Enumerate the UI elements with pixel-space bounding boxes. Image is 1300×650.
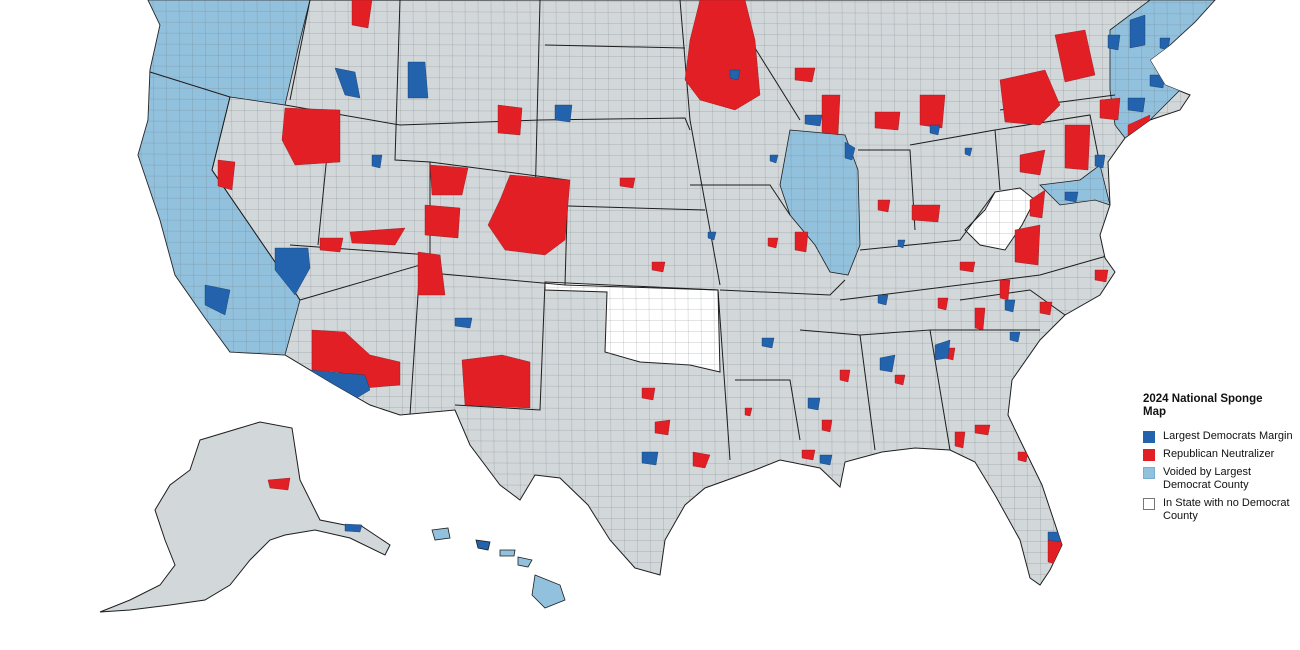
legend-label-democrat: Largest Democrats Margin bbox=[1163, 430, 1293, 442]
state-borders bbox=[149, 0, 1116, 461]
legend-label-no-democrat: In State with no Democrat County bbox=[1163, 497, 1290, 522]
legend-item-no-democrat: In State with no Democrat County bbox=[1143, 497, 1293, 523]
legend-swatch-no-democrat bbox=[1143, 498, 1155, 510]
legend-item-republican: Republican Neutralizer bbox=[1143, 448, 1293, 461]
legend-item-democrat: Largest Democrats Margin bbox=[1143, 430, 1293, 443]
legend-item-voided: Voided by Largest Democrat County bbox=[1143, 466, 1293, 492]
alaska-base bbox=[99, 421, 391, 613]
alaska-republican-county bbox=[267, 477, 291, 491]
legend-swatch-voided bbox=[1143, 467, 1155, 479]
legend-swatch-democrat bbox=[1143, 431, 1155, 443]
no-democrat-states bbox=[544, 187, 1036, 373]
west-virginia-white bbox=[964, 187, 1036, 251]
voided-regions bbox=[138, 0, 1215, 356]
maryland-delaware-voided bbox=[1039, 164, 1111, 206]
democrat-counties bbox=[204, 14, 1171, 543]
hawaii-islands bbox=[431, 527, 566, 609]
republican-counties bbox=[217, 0, 1151, 566]
legend-title: 2024 National Sponge Map bbox=[1143, 393, 1263, 418]
new-england-voided bbox=[1109, 0, 1215, 139]
legend-label-republican: Republican Neutralizer bbox=[1163, 448, 1275, 460]
map-legend: 2024 National Sponge Map Largest Democra… bbox=[1143, 393, 1293, 528]
oklahoma-white bbox=[544, 281, 721, 373]
alaska-democrat-county bbox=[344, 523, 363, 533]
legend-label-voided: Voided by Largest Democrat County bbox=[1163, 466, 1252, 491]
legend-swatch-republican bbox=[1143, 449, 1155, 461]
